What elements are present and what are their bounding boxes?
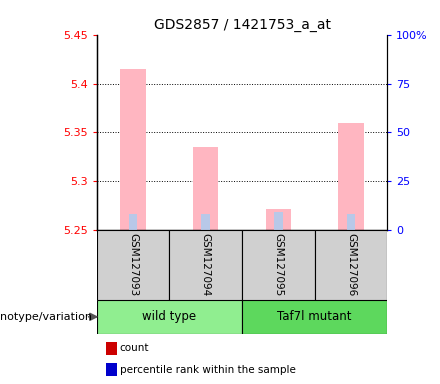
- Text: GSM127093: GSM127093: [128, 233, 138, 296]
- Bar: [202, 214, 210, 230]
- Bar: [315, 230, 387, 300]
- Text: wild type: wild type: [142, 310, 197, 323]
- Bar: [169, 230, 242, 300]
- Bar: [97, 230, 169, 300]
- Bar: [121, 69, 146, 230]
- Text: count: count: [120, 343, 149, 354]
- Bar: [266, 209, 291, 230]
- Bar: [129, 214, 137, 230]
- Text: percentile rank within the sample: percentile rank within the sample: [120, 364, 296, 375]
- Bar: [338, 122, 363, 230]
- Bar: [242, 230, 315, 300]
- Text: genotype/variation: genotype/variation: [0, 312, 92, 322]
- Text: GSM127094: GSM127094: [201, 233, 211, 296]
- Text: GSM127096: GSM127096: [346, 233, 356, 296]
- Text: Taf7l mutant: Taf7l mutant: [277, 310, 352, 323]
- Title: GDS2857 / 1421753_a_at: GDS2857 / 1421753_a_at: [154, 18, 330, 32]
- Bar: [242, 300, 387, 334]
- Bar: [347, 214, 355, 230]
- Bar: [97, 300, 242, 334]
- Bar: [274, 212, 282, 230]
- Bar: [193, 147, 218, 230]
- Text: GSM127095: GSM127095: [273, 233, 283, 296]
